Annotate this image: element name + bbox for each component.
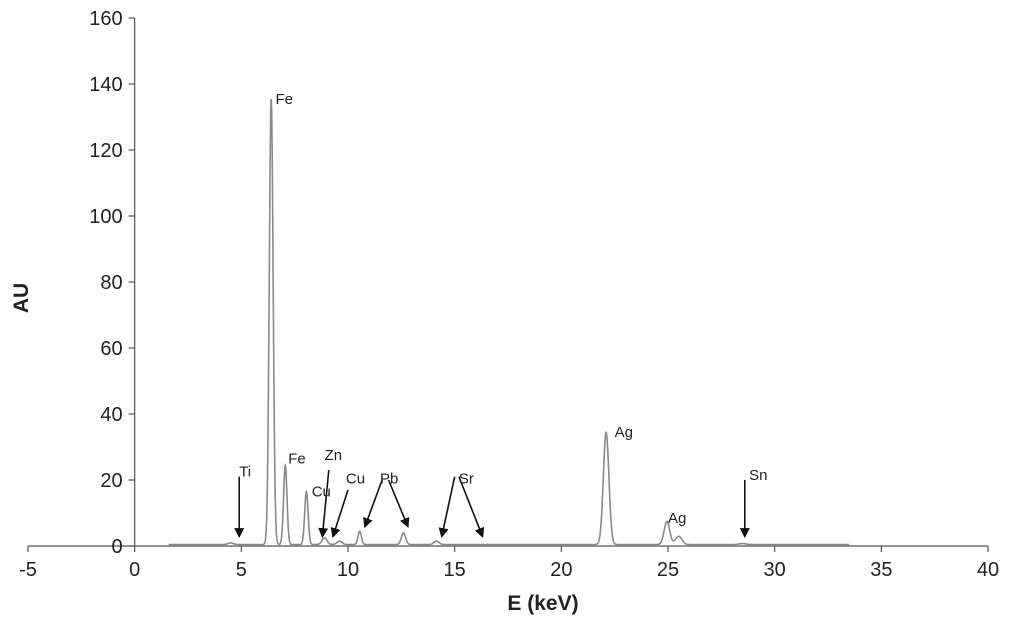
annotation-arrows — [234, 470, 750, 539]
x-tick-label: 25 — [657, 559, 679, 581]
peak-label: Sr — [459, 470, 474, 487]
peak-label: Cu — [346, 470, 365, 487]
annotation-arrow — [363, 479, 383, 529]
y-axis-title: AU — [10, 283, 33, 313]
x-tick-label: 15 — [444, 559, 466, 581]
x-tick-label: 0 — [129, 559, 140, 581]
spectrum-line — [168, 98, 850, 546]
peak-label: Ag — [615, 424, 633, 441]
axes — [27, 17, 989, 552]
annotation-arrow — [387, 479, 410, 529]
peak-label: Sn — [749, 467, 767, 484]
y-tick-label: 140 — [89, 74, 122, 96]
y-tick-label: 20 — [100, 470, 122, 492]
x-axis-title: E (keV) — [507, 592, 578, 615]
x-tick-label: 20 — [550, 559, 572, 581]
y-tick-label: 160 — [89, 8, 122, 30]
x-tick-label: 5 — [236, 559, 247, 581]
peak-label: Ti — [239, 464, 251, 481]
x-tick-label: 40 — [977, 559, 999, 581]
annotation-arrow — [330, 489, 349, 539]
x-tick-label: 30 — [764, 559, 786, 581]
peak-label: Pb — [380, 470, 398, 487]
y-tick-label: 0 — [112, 536, 123, 558]
y-tick-label: 40 — [100, 404, 122, 426]
peak-label: Zn — [325, 447, 343, 464]
y-tick-label: 80 — [100, 272, 122, 294]
peak-label: Fe — [288, 451, 306, 468]
annotation-arrow — [458, 476, 485, 538]
y-tick-label: 100 — [89, 206, 122, 228]
x-tick-label: -5 — [19, 559, 37, 581]
annotation-arrow — [318, 470, 330, 539]
y-tick-label: 120 — [89, 140, 122, 162]
tick-labels: 0 20 40 60 80 100 120 140 160 -5 0 5 10 15 20 25 30 35 40 — [19, 8, 999, 581]
annotation-arrow — [438, 476, 456, 539]
peak-label: Ag — [668, 510, 686, 527]
peak-label: Fe — [275, 91, 293, 108]
x-tick-label: 10 — [337, 559, 359, 581]
y-tick-label: 60 — [100, 338, 122, 360]
x-tick-label: 35 — [870, 559, 892, 581]
peak-label: Cu — [312, 484, 331, 501]
